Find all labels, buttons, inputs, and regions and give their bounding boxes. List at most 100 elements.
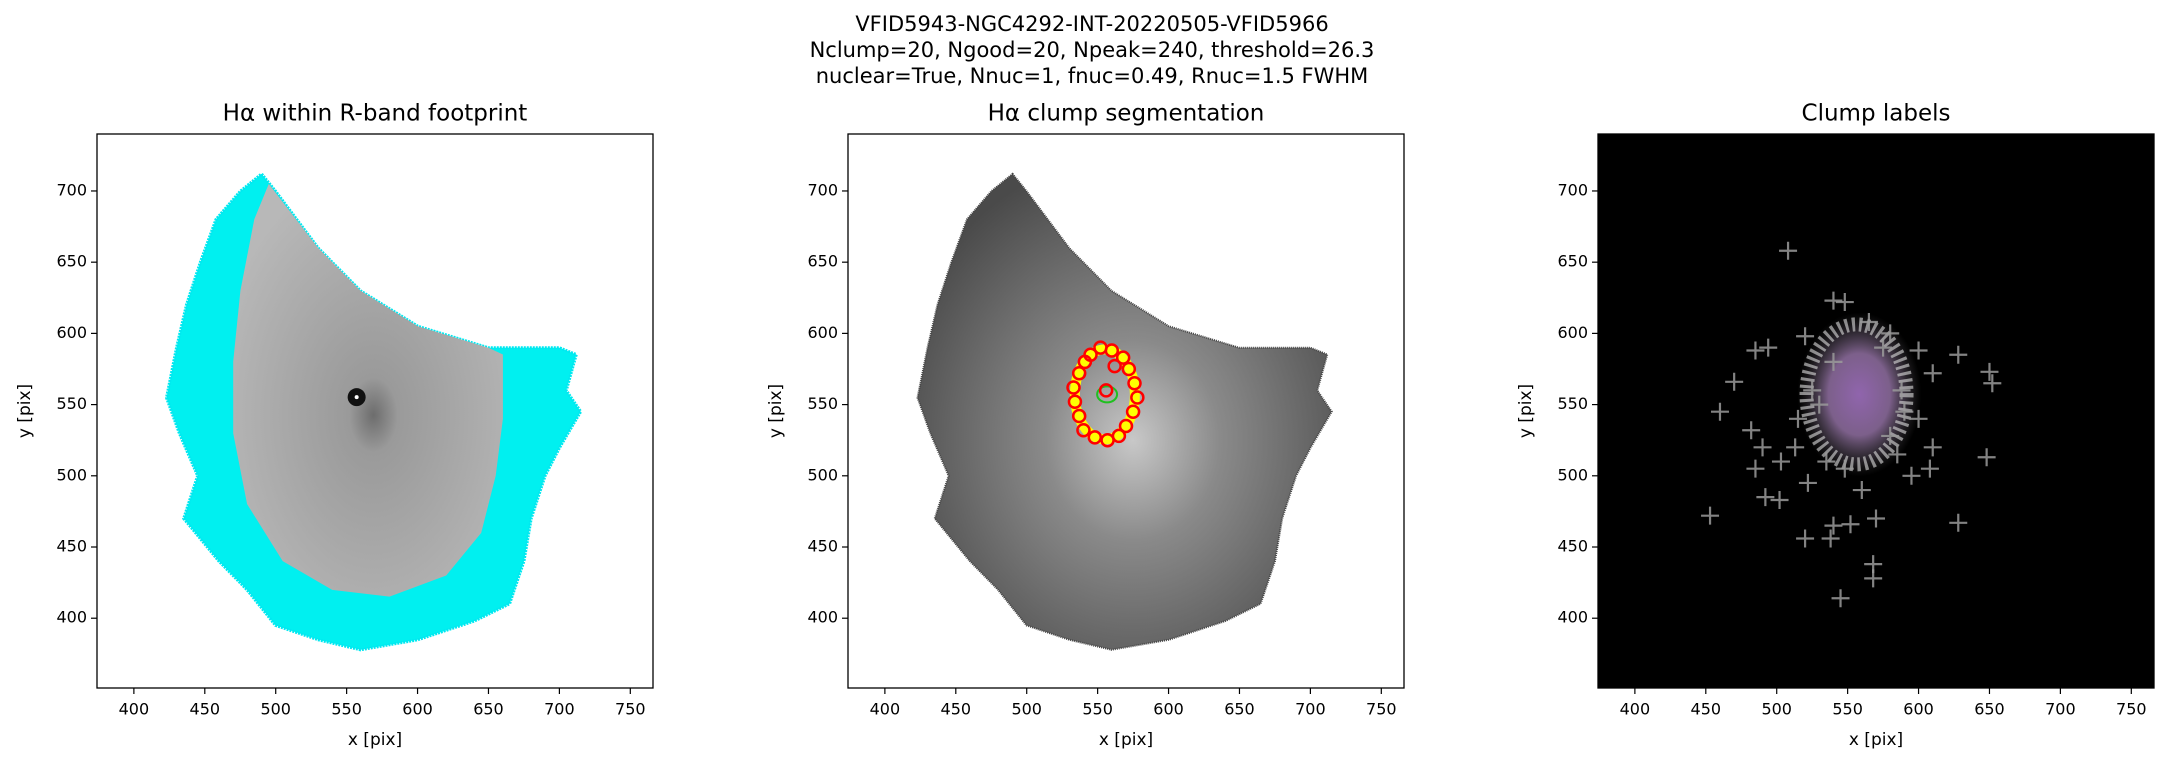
- x-tick-label: 500: [260, 700, 291, 719]
- x-tick-label: 700: [1295, 700, 1326, 719]
- clump-marker: [1127, 375, 1142, 391]
- clump-marker: [1909, 341, 1928, 360]
- figure-title: nuclear=True, Nnuc=1, fnuc=0.49, Rnuc=1.…: [816, 64, 1369, 88]
- clump-marker: [1867, 509, 1885, 528]
- clump-marker: [1107, 358, 1122, 374]
- clump-marker: [1746, 459, 1765, 478]
- clump-marker: [1798, 473, 1817, 492]
- x-tick-label: 750: [615, 700, 646, 719]
- clump-marker: [1888, 445, 1907, 464]
- clump-marker: [1864, 569, 1883, 588]
- clump-marker: [1071, 408, 1087, 424]
- y-tick-label: 550: [807, 394, 838, 413]
- clump-marker: [1118, 418, 1134, 434]
- figure-title: Nclump=20, Ngood=20, Npeak=240, threshol…: [810, 38, 1375, 62]
- clump-marker: [1852, 481, 1871, 500]
- x-tick-label: 700: [2045, 700, 2076, 719]
- clump-marker: [1788, 409, 1807, 428]
- y-tick-label: 500: [1557, 465, 1588, 484]
- figure-title: VFID5943-NGC4292-INT-20220505-VFID5966: [855, 12, 1328, 36]
- clump-marker: [1115, 350, 1131, 365]
- clump-marker: [1831, 589, 1850, 608]
- clump-marker: [1920, 459, 1939, 478]
- x-tick-label: 550: [1082, 700, 1113, 719]
- x-axis-label: x [pix]: [1849, 730, 1903, 750]
- x-tick-label: 750: [2116, 700, 2147, 719]
- clump-marker: [1130, 390, 1145, 405]
- clump-marker: [1824, 352, 1843, 371]
- x-tick-label: 700: [544, 700, 575, 719]
- x-tick-label: 450: [941, 700, 972, 719]
- clump-marker: [1980, 362, 1999, 381]
- clump-marker: [1923, 364, 1942, 383]
- clump-marker: [1098, 383, 1114, 398]
- x-tick-label: 400: [119, 700, 150, 719]
- panel-title: Hα within R-band footprint: [223, 101, 528, 127]
- clump-marker: [1759, 338, 1778, 357]
- clump-marker: [1100, 432, 1115, 448]
- y-axis-label: y [pix]: [1516, 384, 1536, 438]
- clump-marker: [1902, 466, 1921, 485]
- clump-marker: [1881, 426, 1900, 445]
- clump-marker: [1756, 488, 1775, 507]
- y-tick-label: 450: [807, 537, 838, 556]
- clump-marker: [1076, 422, 1091, 438]
- clump-marker: [1810, 395, 1829, 414]
- halpha-image: [233, 183, 503, 597]
- x-tick-label: 400: [1620, 700, 1651, 719]
- clump-marker: [1909, 409, 1928, 428]
- clump-marker: [1977, 448, 1996, 467]
- nuclear-contour: [1096, 385, 1119, 404]
- axes-frame: [96, 133, 654, 689]
- x-tick-label: 650: [1224, 700, 1255, 719]
- x-tick-label: 500: [1761, 700, 1792, 719]
- clump-marker: [1881, 324, 1900, 343]
- y-tick-label: 450: [1557, 537, 1588, 556]
- x-tick-label: 750: [1366, 700, 1397, 719]
- halpha-image: [916, 172, 1333, 651]
- y-tick-label: 700: [1557, 180, 1588, 199]
- x-tick-label: 550: [1832, 700, 1863, 719]
- clump-marker: [1841, 515, 1860, 534]
- y-tick-label: 700: [56, 180, 87, 199]
- y-tick-label: 600: [807, 323, 838, 342]
- y-tick-label: 700: [807, 180, 838, 199]
- clump-marker: [1087, 430, 1103, 445]
- panel: 400 450 500 550 600 650 700 750 400 450 500 550 600 6…: [766, 101, 1405, 750]
- clump-marker: [1824, 516, 1843, 535]
- x-tick-label: 500: [1011, 700, 1042, 719]
- y-tick-label: 450: [56, 537, 87, 556]
- clump-marker: [1770, 491, 1789, 510]
- y-tick-label: 400: [1557, 608, 1588, 627]
- clump-marker: [1949, 345, 1968, 364]
- y-tick-label: 650: [1557, 252, 1588, 271]
- y-tick-label: 500: [807, 465, 838, 484]
- clump-marker: [1859, 312, 1878, 331]
- clump-marker: [1753, 438, 1772, 457]
- y-tick-label: 650: [56, 252, 87, 271]
- clump-marker: [1071, 366, 1087, 381]
- clump-marker: [1786, 438, 1805, 457]
- y-axis-label: y [pix]: [15, 384, 35, 438]
- x-tick-label: 400: [870, 700, 901, 719]
- clump-marker: [1725, 372, 1744, 391]
- clump-marker: [1701, 506, 1720, 525]
- axes-frame: [1597, 133, 2155, 689]
- clump-marker: [1874, 338, 1893, 357]
- y-tick-label: 400: [807, 608, 838, 627]
- x-tick-label: 650: [473, 700, 504, 719]
- clump-marker: [1796, 529, 1815, 548]
- x-tick-label: 550: [331, 700, 362, 719]
- clump-marker: [1121, 361, 1137, 377]
- clump-marker: [1771, 452, 1790, 471]
- clump-marker: [1803, 381, 1822, 400]
- clump-marker: [1746, 341, 1765, 360]
- clump-marker: [1067, 394, 1083, 409]
- clump-marker: [1835, 293, 1854, 312]
- y-tick-label: 550: [56, 394, 87, 413]
- plot-area: [916, 172, 1333, 651]
- clump-marker: [1983, 374, 2002, 393]
- clump-marker: [1835, 459, 1854, 478]
